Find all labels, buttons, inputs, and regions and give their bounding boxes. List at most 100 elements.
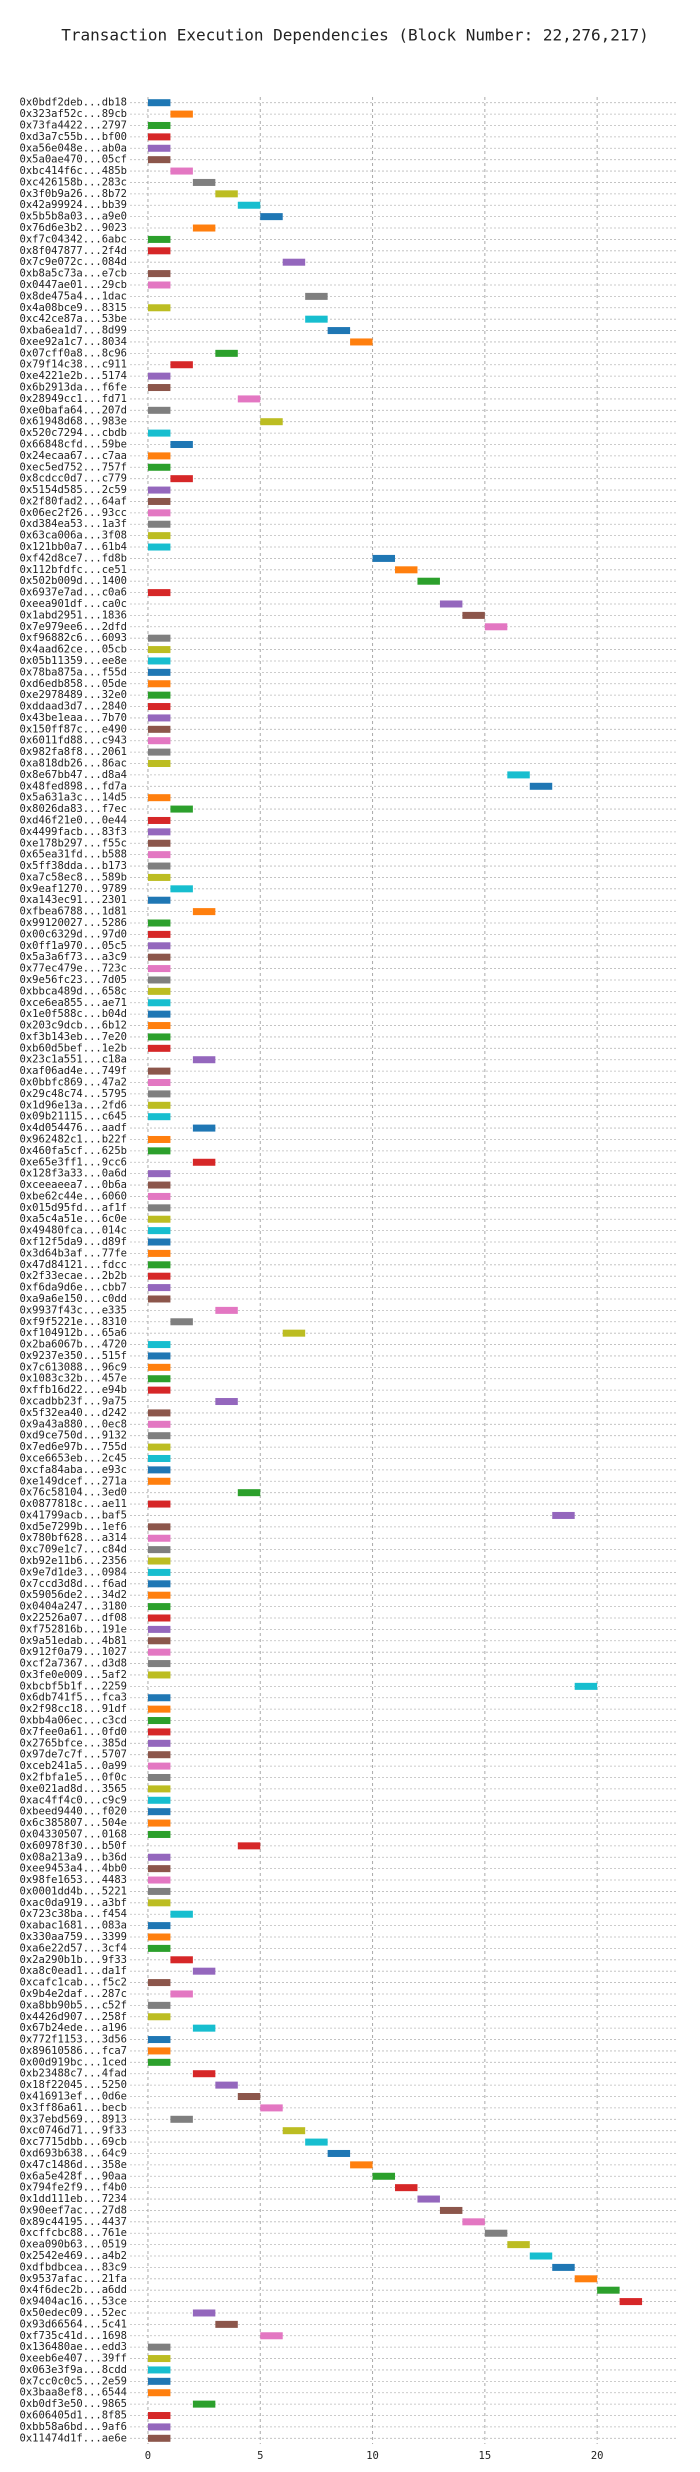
y-tick-label: 0xec5ed752...757f [20, 461, 127, 473]
bar [215, 2320, 238, 2328]
y-tick-label: 0xee92a1c7...8034 [20, 336, 127, 348]
y-tick-label: 0xe178b297...f55c [20, 837, 127, 849]
y-tick-label: 0x330aa759...3399 [20, 1931, 127, 1943]
bar [147, 1022, 171, 1030]
bar [147, 486, 171, 494]
bar [260, 213, 283, 221]
bar [147, 304, 171, 312]
y-tick-label: 0x24ecaa67...c7aa [20, 450, 127, 462]
y-tick-label: 0x7ccd3d8d...f6ad [20, 1578, 127, 1590]
y-tick-label: 0x7e979ee6...2dfd [20, 621, 127, 633]
bar [260, 2332, 283, 2340]
y-tick-label: 0x2542e469...a4b2 [20, 2250, 127, 2262]
bar [529, 782, 553, 790]
bar [147, 1694, 171, 1702]
y-tick-label: 0x203c9dcb...6b12 [20, 1020, 127, 1032]
y-tick-label: 0x460fa5cf...625b [20, 1145, 127, 1157]
bar [147, 463, 171, 471]
bar [147, 2355, 171, 2363]
bar [147, 691, 171, 699]
bar [237, 1489, 261, 1497]
y-tick-label: 0x9e7d1de3...0984 [20, 1566, 127, 1578]
bar [147, 1671, 171, 1679]
y-tick-label: 0xe65e3ff1...9cc6 [20, 1156, 127, 1168]
y-tick-label: 0xa818db26...86ac [20, 758, 127, 770]
y-tick-label: 0x63ca006a...3f08 [20, 530, 127, 542]
y-tick-label: 0xf3b143eb...7e20 [20, 1031, 127, 1043]
y-tick-label: 0xbeed9440...f020 [20, 1806, 127, 1818]
y-tick-label: 0x6db741f5...fca3 [20, 1692, 127, 1704]
y-tick-label: 0xbb4a06ec...c3cd [20, 1715, 127, 1727]
bar [215, 190, 238, 198]
bar [507, 2241, 530, 2249]
y-tick-label: 0x6937e7ad...c0a6 [20, 587, 127, 599]
y-tick-label: 0x8e67bb47...d8a4 [20, 769, 127, 781]
y-tick-label: 0xbe62c44e...6060 [20, 1190, 127, 1202]
bar [147, 851, 171, 859]
y-tick-label: 0xceb241a5...0a99 [20, 1760, 127, 1772]
y-tick-label: 0x60978f30...b50f [20, 1840, 127, 1852]
y-tick-label: 0x6b2913da...f6fe [20, 382, 127, 394]
y-tick-label: 0xc42ce87a...53be [20, 313, 127, 325]
bar [147, 828, 171, 836]
y-tick-label: 0x59056de2...34d2 [20, 1589, 127, 1601]
y-tick-label: 0x9537afac...21fa [20, 2273, 127, 2285]
bar [147, 1044, 171, 1052]
bar [147, 372, 171, 380]
y-tick-label: 0x1abd2951...1836 [20, 609, 127, 621]
bar [147, 965, 171, 973]
bar [237, 2093, 261, 2101]
y-tick-label: 0x063e3f9a...8cdd [20, 2364, 127, 2376]
bar [147, 862, 171, 870]
bar [147, 497, 171, 505]
bar [282, 1329, 306, 1337]
y-tick-label: 0x0447ae01...29cb [20, 279, 127, 291]
y-tick-label: 0x3ff86a61...becb [20, 2102, 127, 2114]
bar [147, 1420, 171, 1428]
y-tick-label: 0xbbca489d...658c [20, 985, 127, 997]
y-tick-label: 0xa9a6e150...c0dd [20, 1293, 127, 1305]
y-tick-label: 0x42a99924...bb39 [20, 199, 127, 211]
y-tick-label: 0xf7c04342...6abc [20, 233, 127, 245]
bar [395, 2184, 418, 2192]
y-tick-label: 0xe4221e2b...5174 [20, 370, 127, 382]
bar [215, 1398, 238, 1406]
y-tick-label: 0xeea901df...ca0c [20, 598, 127, 610]
bar [147, 657, 171, 665]
bar [147, 532, 171, 540]
bar [147, 1785, 171, 1793]
bar [147, 816, 171, 824]
y-tick-label: 0xb60d5bef...1e2b [20, 1042, 127, 1054]
bar [237, 201, 261, 209]
y-tick-label: 0xcffcbc88...761e [20, 2227, 127, 2239]
bar [147, 1443, 171, 1451]
bar [147, 1192, 171, 1200]
bar [147, 1705, 171, 1713]
bar [147, 1204, 171, 1212]
y-tick-label: 0x9eaf1270...9789 [20, 883, 127, 895]
y-tick-label: 0xceeaeea7...0b6a [20, 1179, 127, 1191]
bar [147, 1853, 171, 1861]
bar [147, 930, 171, 938]
y-tick-label: 0xcafc1cab...f5c2 [20, 1977, 127, 1989]
y-tick-label: 0x89c44195...4437 [20, 2216, 127, 2228]
bar [147, 1762, 171, 1770]
y-tick-label: 0x9937f43c...e335 [20, 1304, 127, 1316]
y-tick-label: 0x962482c1...b22f [20, 1133, 127, 1145]
bar [170, 1990, 193, 1998]
bar [484, 2229, 508, 2237]
bar [192, 2400, 216, 2408]
bar [147, 2013, 171, 2021]
y-tick-label: 0x4a08bce9...8315 [20, 302, 127, 314]
y-tick-label: 0x015d95fd...af1f [20, 1202, 127, 1214]
y-tick-label: 0x982fa8f8...2061 [20, 746, 127, 758]
bar [147, 1238, 171, 1246]
bar [305, 315, 328, 323]
bar [192, 1056, 216, 1064]
bar [147, 1284, 171, 1292]
bar [372, 2172, 396, 2180]
bar [147, 896, 171, 904]
bar [147, 2434, 171, 2442]
bar [507, 771, 530, 779]
